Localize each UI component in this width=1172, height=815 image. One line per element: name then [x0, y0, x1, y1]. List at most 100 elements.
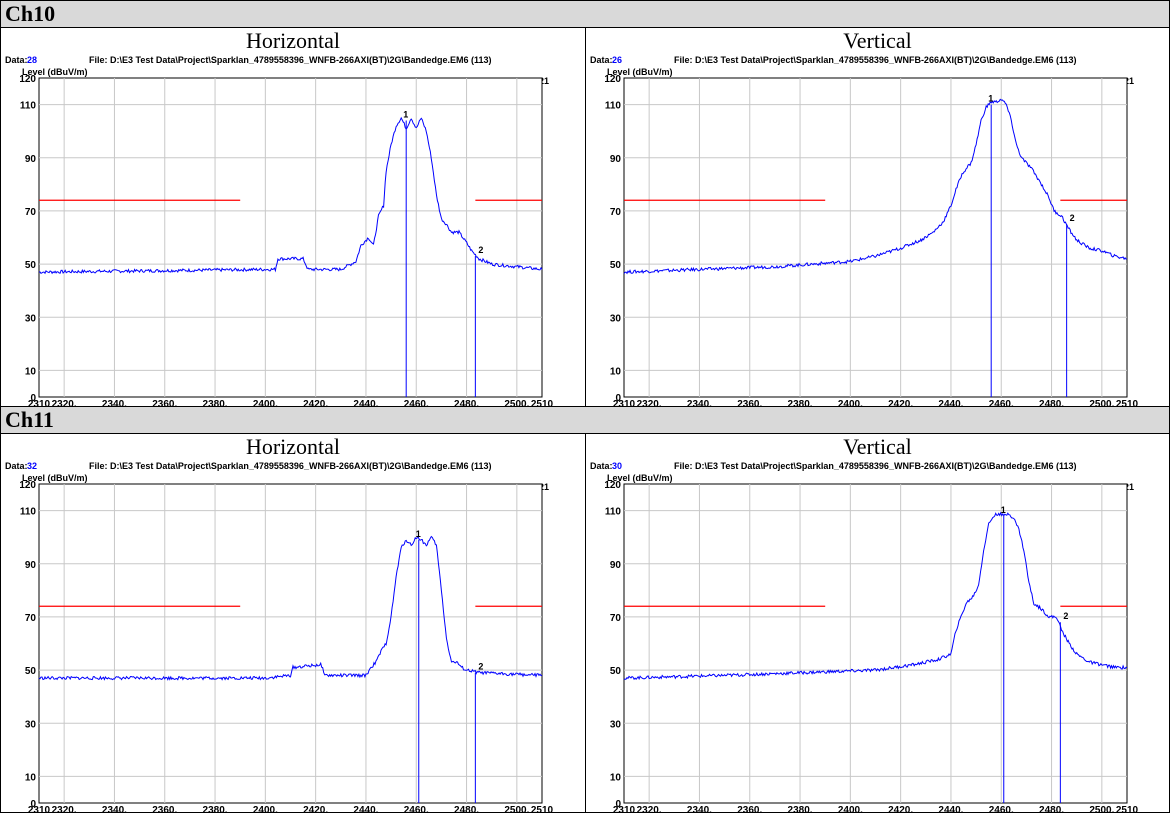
marker-label: 1 [1001, 505, 1006, 515]
x-tick-label: 2480. [1039, 805, 1064, 812]
data-label: Data: [590, 55, 613, 65]
y-tick-label: 0 [615, 799, 621, 810]
x-tick-label: 2340. [102, 805, 127, 812]
x-tick-label: 2500. [1089, 805, 1114, 812]
y-tick-label: 90 [610, 154, 622, 165]
x-tick-label: 2360. [737, 805, 762, 812]
x-tick-label: 2400. [838, 399, 863, 406]
x-tick-label: 2420. [303, 399, 328, 406]
y-tick-label: 110 [605, 507, 622, 518]
data-value: 30 [612, 461, 622, 471]
x-tick-label: 2460. [404, 399, 429, 406]
y-tick-label: 0 [30, 393, 36, 404]
x-tick-label: 2440. [353, 399, 378, 406]
x-tick-label: 2310 [613, 805, 636, 812]
y-tick-label: 50 [25, 666, 37, 677]
y-tick-label: 120 [19, 480, 36, 491]
ticks: 2310 2320. 2340. 2360. 2380. 2400. 2420. 2440. 2… [19, 74, 553, 406]
y-tick-label: 120 [19, 74, 36, 85]
chart-svg: Data: 26 File: D:\E3 Test Data\Project\Spa… [590, 55, 1139, 406]
x-tick-label: 2380. [203, 399, 228, 406]
data-label: Data: [590, 461, 613, 471]
ticks: 2310 2320. 2340. 2360. 2380. 2400. 2420. 2440. 2… [19, 480, 553, 812]
file-path: File: D:\E3 Test Data\Project\Sparklan_4… [89, 55, 491, 65]
x-tick-label: 2510 [531, 399, 554, 406]
x-tick-label: 2340. [687, 805, 712, 812]
y-tick-label: 10 [25, 366, 37, 377]
data-label: Data: [5, 55, 28, 65]
x-tick-label: 2480. [454, 399, 479, 406]
plot-cell-ch10-horizontal: Horizontal Data: 28 File: D:\E3 Test Data\… [0, 27, 586, 407]
y-tick-label: 10 [610, 772, 622, 783]
x-tick-label: 2440. [938, 399, 963, 406]
ticks: 2310 2320. 2340. 2360. 2380. 2400. 2420. 2440. 2… [604, 480, 1138, 812]
y-tick-label: 50 [610, 666, 622, 677]
x-tick-label: 2440. [938, 805, 963, 812]
x-tick-label: 2380. [788, 399, 813, 406]
x-tick-label: 2460. [989, 399, 1014, 406]
grid [39, 484, 542, 803]
x-tick-label: 2400. [838, 805, 863, 812]
x-tick-label: 2310 [613, 399, 636, 406]
marker-label: 1 [988, 94, 993, 104]
grid [624, 484, 1127, 803]
grid [39, 78, 542, 397]
y-tick-label: 90 [25, 560, 37, 571]
x-tick-label: 2400. [253, 805, 278, 812]
plot-title: Vertical [843, 434, 912, 459]
marker-label: 2 [1063, 611, 1068, 621]
plot-area [623, 483, 1128, 804]
y-tick-label: 30 [610, 313, 622, 324]
x-tick-label: 2320. [52, 805, 77, 812]
x-tick-label: 2360. [737, 399, 762, 406]
section-header-ch11: Ch11 [0, 406, 1170, 434]
x-tick-label: 2320. [52, 399, 77, 406]
x-tick-label: 2320. [637, 805, 662, 812]
x-tick-label: 2360. [152, 399, 177, 406]
y-tick-label: 50 [25, 260, 37, 271]
data-value: 28 [27, 55, 37, 65]
x-tick-label: 2510 [1116, 805, 1139, 812]
plot-area [38, 483, 543, 804]
x-tick-label: 2500. [504, 399, 529, 406]
x-tick-label: 2500. [504, 805, 529, 812]
plot-cell-ch10-vertical: Vertical Data: 26 File: D:\E3 Test Data\Pr… [585, 27, 1170, 407]
y-tick-label: 120 [604, 480, 621, 491]
y-axis-label: Level (dBuV/m) [22, 473, 88, 483]
file-path: File: D:\E3 Test Data\Project\Sparklan_4… [674, 55, 1076, 65]
y-tick-label: 90 [610, 560, 622, 571]
y-axis-label: Level (dBuV/m) [607, 67, 673, 77]
y-tick-label: 110 [20, 507, 37, 518]
y-tick-label: 70 [610, 207, 622, 218]
file-path: File: D:\E3 Test Data\Project\Sparklan_4… [89, 461, 491, 471]
y-tick-label: 90 [25, 154, 37, 165]
marker-label: 1 [403, 110, 408, 120]
y-tick-label: 70 [25, 613, 37, 624]
marker-label: 2 [1070, 213, 1075, 223]
y-tick-label: 30 [25, 313, 37, 324]
x-tick-label: 2480. [454, 805, 479, 812]
y-tick-label: 0 [30, 799, 36, 810]
ticks: 2310 2320. 2340. 2360. 2380. 2400. 2420. 2440. 2… [604, 74, 1138, 406]
file-path: File: D:\E3 Test Data\Project\Sparklan_4… [674, 461, 1076, 471]
x-tick-label: 2340. [687, 399, 712, 406]
data-label: Data: [5, 461, 28, 471]
y-axis-label: Level (dBuV/m) [607, 473, 673, 483]
x-tick-label: 2460. [989, 805, 1014, 812]
chart-svg: Data: 32 File: D:\E3 Test Data\Project\Spa… [5, 461, 554, 812]
x-tick-label: 2440. [353, 805, 378, 812]
y-tick-label: 10 [610, 366, 622, 377]
y-axis-label: Level (dBuV/m) [22, 67, 88, 77]
measurement-trace [38, 535, 543, 681]
y-tick-label: 110 [605, 101, 622, 112]
plot-title: Horizontal [245, 28, 341, 53]
x-tick-label: 2420. [888, 399, 913, 406]
plot-area [623, 77, 1128, 398]
x-tick-label: 2500. [1089, 399, 1114, 406]
chart-svg: Data: 30 File: D:\E3 Test Data\Project\Spa… [590, 461, 1139, 812]
x-tick-label: 2380. [203, 805, 228, 812]
x-tick-label: 2310 [28, 399, 51, 406]
y-tick-label: 50 [610, 260, 622, 271]
data-value: 32 [27, 461, 37, 471]
